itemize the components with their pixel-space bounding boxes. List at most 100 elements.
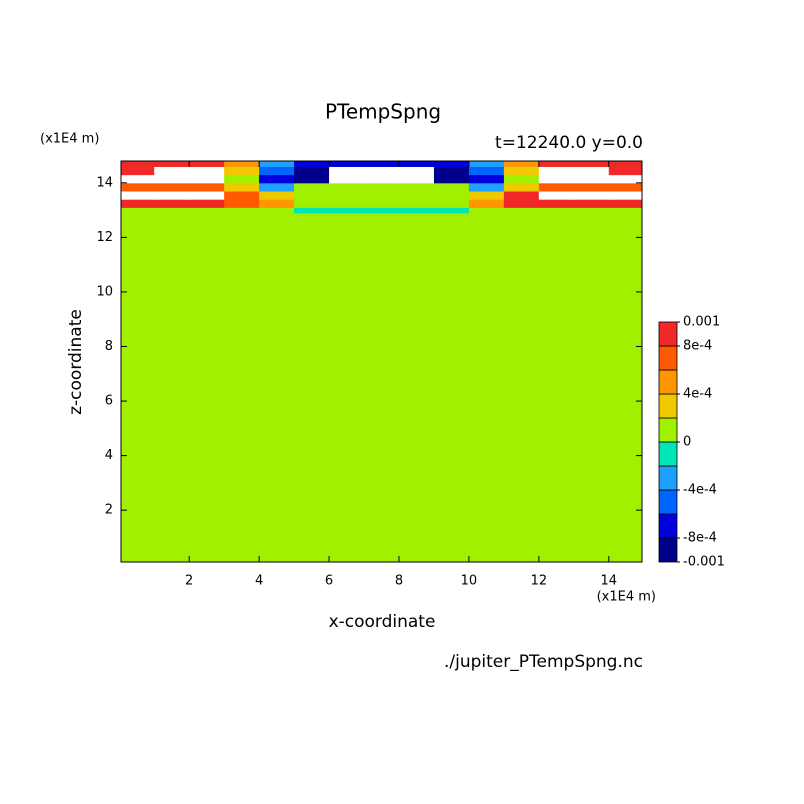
contour-cell [398, 212, 435, 563]
contour-cell [468, 199, 505, 208]
contour-cell [398, 207, 435, 214]
contour-field [121, 161, 643, 563]
colorbar-label: 4e-4 [683, 387, 712, 402]
contour-cell [364, 161, 400, 167]
contour-cell [121, 161, 155, 167]
x-tick-label: 8 [395, 574, 403, 589]
contour-cell [364, 174, 400, 184]
contour-cell [538, 199, 575, 208]
contour-cell [538, 166, 575, 176]
x-tick-label: 12 [531, 574, 548, 589]
contour-cell [364, 191, 400, 200]
contour-cell [538, 161, 575, 167]
contour-cell [364, 207, 400, 214]
contour-cell [433, 166, 470, 176]
contour-cell [294, 174, 330, 184]
contour-cell [468, 174, 505, 184]
plot-frame [120, 160, 643, 563]
contour-cell [468, 207, 505, 214]
contour-cell [468, 166, 505, 176]
contour-cell [189, 161, 225, 167]
contour-cell [294, 212, 330, 563]
contour-cell [294, 161, 330, 167]
contour-cell [259, 161, 295, 167]
contour-cell [608, 191, 643, 200]
x-tick-label: 10 [461, 574, 478, 589]
x-tick-label: 6 [325, 574, 333, 589]
colorbar-bin [658, 345, 678, 371]
contour-cell [398, 182, 435, 192]
contour-cell [121, 207, 155, 214]
contour-cell [433, 161, 470, 167]
contour-cell [538, 212, 575, 563]
contour-cell [224, 174, 260, 184]
contour-cell [121, 191, 155, 200]
contour-cell [503, 207, 540, 214]
colorbar-label: 0 [683, 435, 691, 450]
contour-cell [121, 199, 155, 208]
contour-cell [329, 174, 365, 184]
colorbar-bin [658, 417, 678, 443]
y-tick-label: 2 [105, 503, 113, 518]
contour-cell [573, 166, 610, 176]
chart-title: PTempSpng [325, 100, 441, 124]
contour-cell [154, 161, 190, 167]
contour-cell [189, 207, 225, 214]
contour-cell [259, 207, 295, 214]
contour-cell [259, 174, 295, 184]
contour-cell [154, 166, 190, 176]
axes: 2 4 6 8 10 12 14 2 4 6 8 10 12 14 [96, 160, 643, 589]
contour-cell [608, 166, 643, 176]
chart-subtitle: t=12240.0 y=0.0 [495, 133, 643, 153]
contour-cell [259, 191, 295, 200]
x-unit: (x1E4 m) [597, 590, 656, 605]
contour-cell [503, 212, 540, 563]
contour-cell [154, 207, 190, 214]
contour-cell [121, 182, 155, 192]
colorbar-bin [658, 441, 678, 467]
contour-cell [189, 199, 225, 208]
y-tick-label: 4 [105, 448, 113, 463]
contour-cell [538, 174, 575, 184]
contour-cell [433, 182, 470, 192]
contour-cell [573, 174, 610, 184]
colorbar-label: -8e-4 [683, 531, 717, 546]
contour-cell [503, 174, 540, 184]
contour-cell [224, 199, 260, 208]
contour-cell [573, 182, 610, 192]
contour-cell [154, 174, 190, 184]
y-tick-label: 8 [105, 339, 113, 354]
contour-cell [364, 166, 400, 176]
contour-cell [294, 191, 330, 200]
contour-cell [121, 174, 155, 184]
contour-cell [329, 191, 365, 200]
contour-cell [503, 161, 540, 167]
y-tick-label: 6 [105, 394, 113, 409]
contour-cell [573, 161, 610, 167]
contour-cell [294, 207, 330, 214]
contour-cell [294, 182, 330, 192]
contour-cell [329, 182, 365, 192]
colorbar-bin [658, 465, 678, 491]
contour-cell [189, 166, 225, 176]
contour-cell [154, 199, 190, 208]
x-tick-label: 4 [255, 574, 263, 589]
contour-cell [608, 161, 643, 167]
contour-cell [189, 182, 225, 192]
colorbar-bin [658, 393, 678, 419]
x-axis-label: x-coordinate [329, 612, 436, 632]
colorbar-bin [658, 513, 678, 539]
contour-cell [154, 191, 190, 200]
x-tick-label: 2 [185, 574, 193, 589]
contour-cell [433, 212, 470, 563]
colorbar-label: -0.001 [683, 555, 725, 570]
colorbar-label: -4e-4 [683, 483, 717, 498]
y-tick-label: 12 [96, 230, 113, 245]
contour-cell [468, 191, 505, 200]
contour-cell [154, 182, 190, 192]
contour-cell [433, 174, 470, 184]
contour-cell [224, 166, 260, 176]
contour-cell [329, 207, 365, 214]
contour-cell [433, 207, 470, 214]
